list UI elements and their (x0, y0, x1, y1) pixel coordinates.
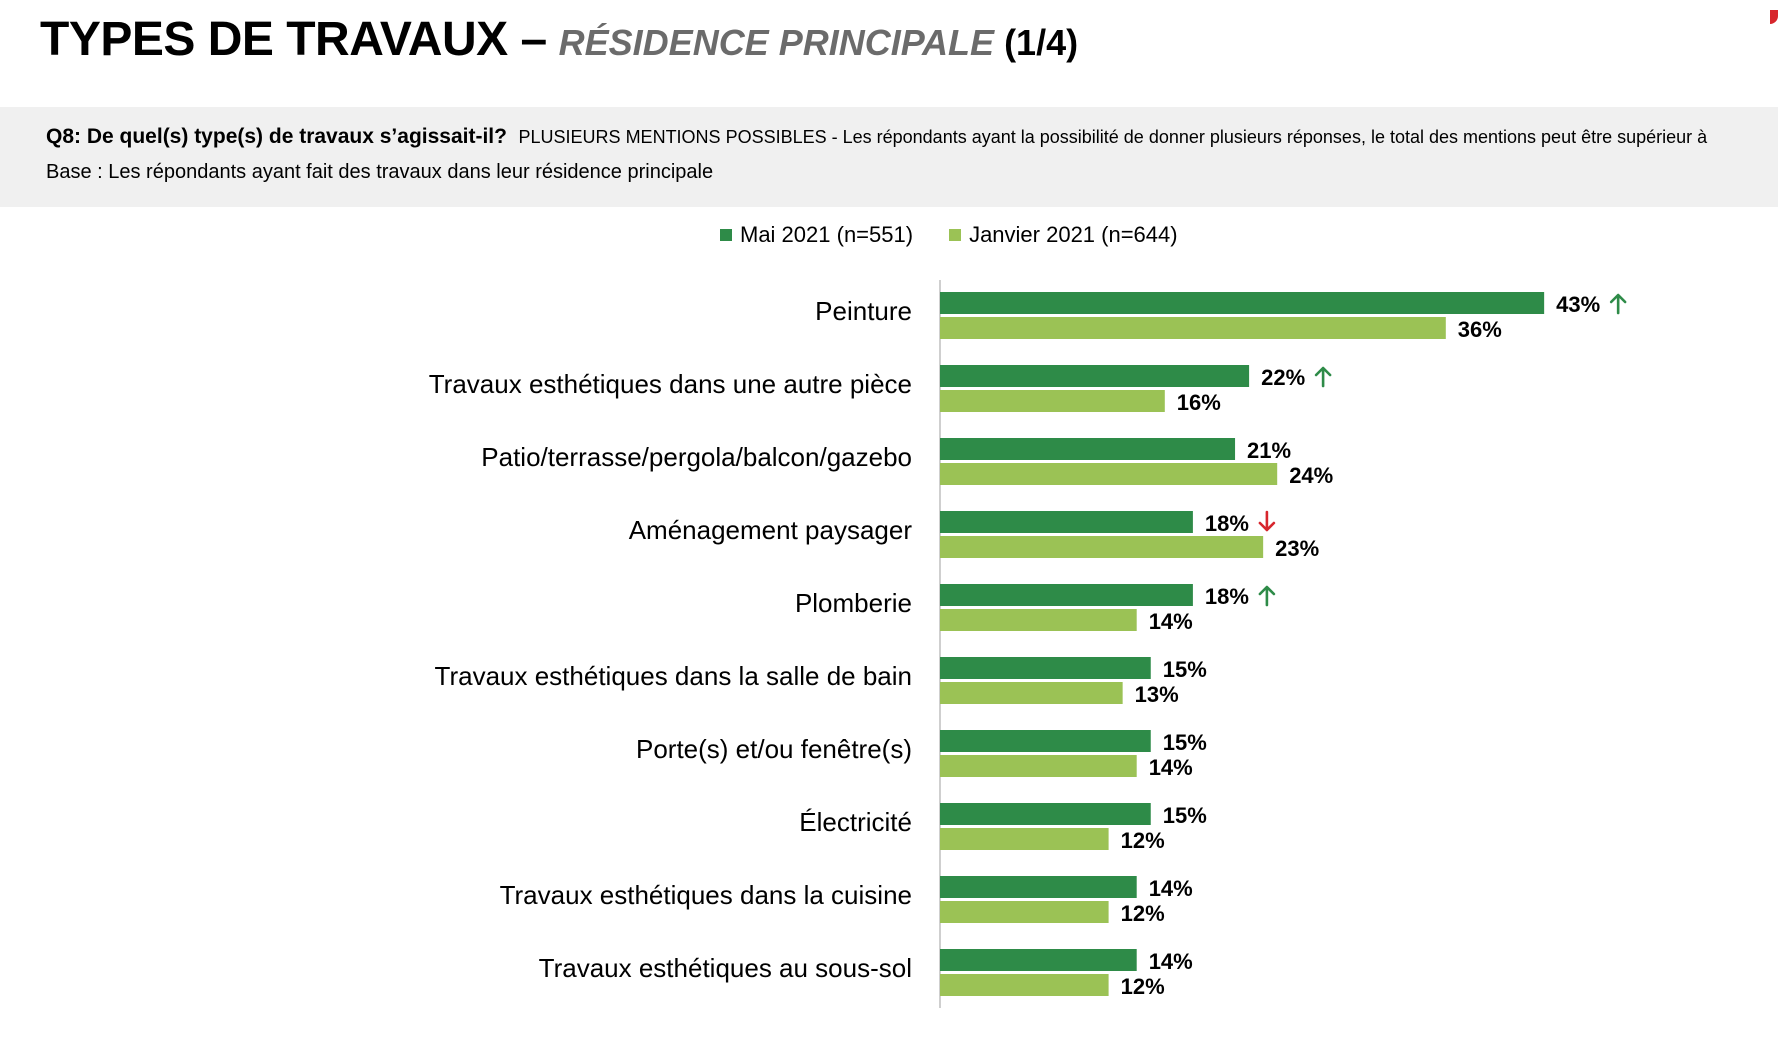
bar-mai (940, 438, 1236, 460)
bar-mai (940, 292, 1545, 314)
category-label: Patio/terrasse/pergola/balcon/gazebo (481, 442, 912, 472)
title-main: TYPES DE TRAVAUX – (40, 13, 547, 66)
category-label: Travaux esthétiques au sous-sol (539, 953, 912, 983)
bar-janvier (940, 755, 1137, 777)
brand-mark-icon (1770, 10, 1778, 24)
bar-janvier (940, 974, 1109, 996)
category-label: Travaux esthétiques dans la salle de bai… (435, 661, 912, 691)
bar-mai (940, 657, 1151, 679)
legend-item-mai: Mai 2021 (n=551) (720, 222, 913, 248)
value-label-mai: 15% (1163, 803, 1207, 828)
trend-up-arrow-icon (1258, 585, 1276, 607)
trend-up-arrow-icon (1314, 366, 1332, 388)
bar-janvier (940, 463, 1278, 485)
value-label-mai: 21% (1247, 438, 1291, 463)
value-label-janvier: 12% (1121, 974, 1165, 999)
category-label: Plomberie (795, 588, 912, 618)
bar-janvier (940, 682, 1123, 704)
bar-mai (940, 949, 1137, 971)
question-label: Q8: De quel(s) type(s) de travaux s’agis… (46, 125, 507, 148)
base-description: Base : Les répondants ayant fait des tra… (46, 161, 714, 183)
value-label-janvier: 12% (1121, 901, 1165, 926)
bar-mai (940, 584, 1193, 606)
value-label-mai: 22% (1261, 365, 1305, 390)
value-label-mai: 18% (1205, 584, 1249, 609)
bar-mai (940, 803, 1151, 825)
question-band: Q8: De quel(s) type(s) de travaux s’agis… (0, 107, 1778, 207)
bar-janvier (940, 390, 1165, 412)
value-label-mai: 15% (1163, 657, 1207, 682)
title-subtitle: RÉSIDENCE PRINCIPALE (558, 22, 995, 63)
category-label: Travaux esthétiques dans la cuisine (500, 880, 912, 910)
bar-mai (940, 876, 1137, 898)
value-label-mai: 14% (1149, 949, 1193, 974)
page-title: TYPES DE TRAVAUX – RÉSIDENCE PRINCIPALE … (40, 12, 1078, 82)
legend-swatch-mai (720, 229, 732, 241)
value-label-mai: 43% (1556, 292, 1600, 317)
value-label-janvier: 24% (1289, 463, 1333, 488)
value-label-janvier: 12% (1121, 828, 1165, 853)
trend-down-arrow-icon (1258, 510, 1276, 532)
category-label: Travaux esthétiques dans une autre pièce (429, 369, 912, 399)
bar-janvier (940, 828, 1109, 850)
category-label: Peinture (815, 296, 912, 326)
value-label-mai: 15% (1163, 730, 1207, 755)
category-label: Porte(s) et/ou fenêtre(s) (636, 734, 912, 764)
value-label-janvier: 14% (1149, 609, 1193, 634)
bar-janvier (940, 317, 1446, 339)
chart-legend: Mai 2021 (n=551) Janvier 2021 (n=644) (720, 222, 1214, 248)
value-label-janvier: 36% (1458, 317, 1502, 342)
title-page-indicator: (1/4) (1004, 22, 1079, 63)
value-label-janvier: 13% (1135, 682, 1179, 707)
value-label-mai: 14% (1149, 876, 1193, 901)
bar-janvier (940, 609, 1137, 631)
category-label: Électricité (799, 807, 912, 837)
bar-mai (940, 730, 1151, 752)
legend-label-mai: Mai 2021 (n=551) (740, 222, 914, 247)
legend-item-janvier: Janvier 2021 (n=644) (949, 222, 1178, 248)
question-line: Q8: De quel(s) type(s) de travaux s’agis… (46, 125, 1707, 149)
value-label-janvier: 16% (1177, 390, 1221, 415)
category-label: Aménagement paysager (629, 515, 913, 545)
question-note: PLUSIEURS MENTIONS POSSIBLES - Les répon… (518, 127, 1708, 147)
bar-janvier (940, 901, 1109, 923)
bar-janvier (940, 536, 1264, 558)
value-label-janvier: 23% (1275, 536, 1319, 561)
value-label-mai: 18% (1205, 511, 1249, 536)
trend-up-arrow-icon (1609, 293, 1627, 315)
value-label-janvier: 14% (1149, 755, 1193, 780)
bar-mai (940, 365, 1250, 387)
bar-mai (940, 511, 1193, 533)
legend-swatch-janvier (949, 229, 962, 241)
legend-label-janvier: Janvier 2021 (n=644) (969, 222, 1178, 247)
